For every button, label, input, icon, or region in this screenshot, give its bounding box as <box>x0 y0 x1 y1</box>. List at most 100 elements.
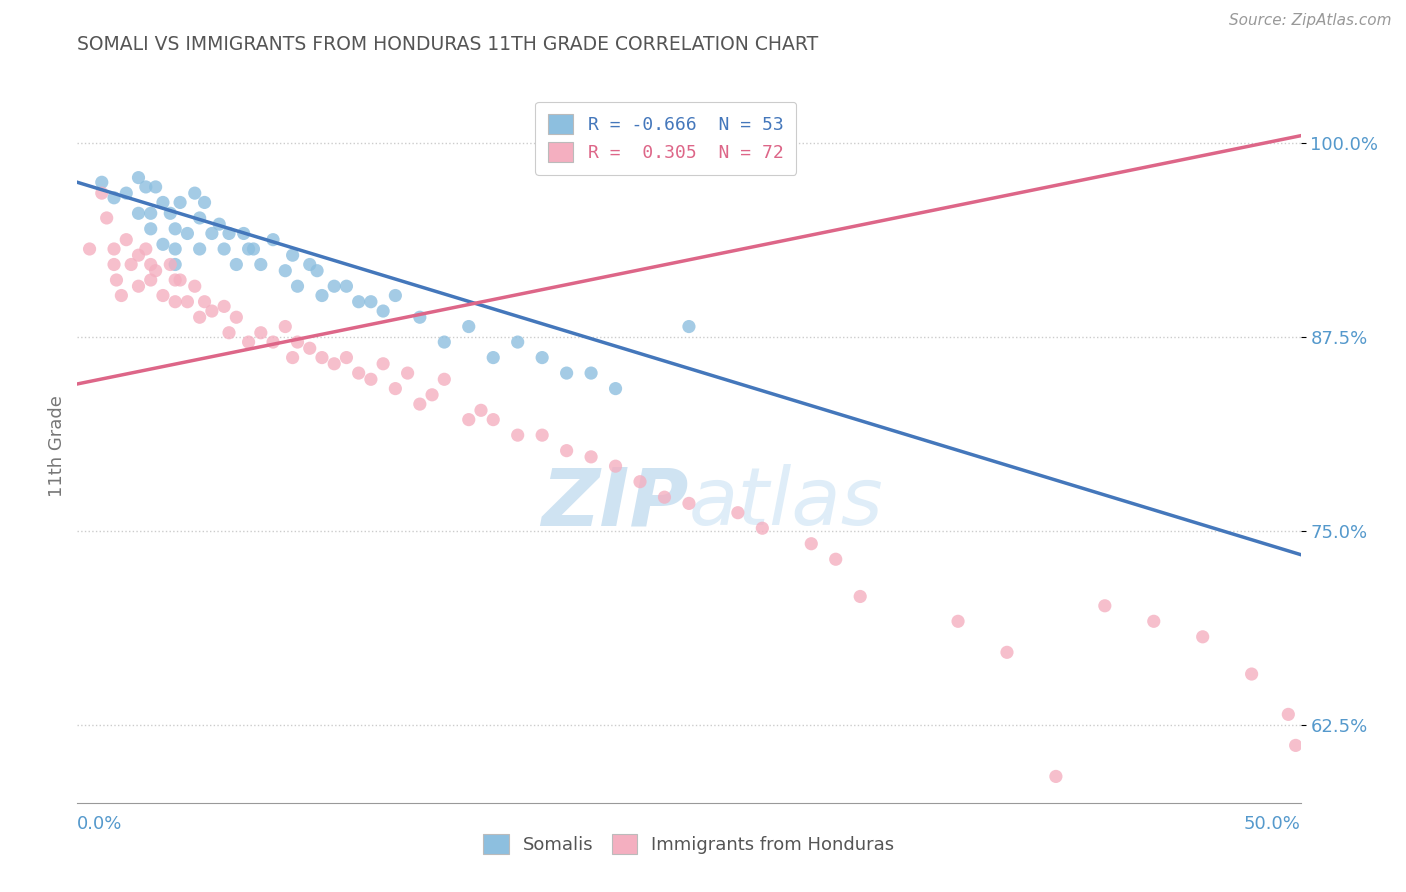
Point <box>605 459 627 474</box>
Point <box>307 263 329 277</box>
Point <box>506 334 529 349</box>
Point <box>176 227 198 241</box>
Point <box>193 195 215 210</box>
Point <box>188 211 211 225</box>
Point <box>159 258 181 272</box>
Point <box>1143 615 1166 629</box>
Point <box>212 242 235 256</box>
Point <box>678 496 700 510</box>
Point <box>628 475 651 489</box>
Point <box>169 195 191 210</box>
Point <box>176 294 198 309</box>
Point <box>1285 739 1308 753</box>
Point <box>751 521 773 535</box>
Point <box>409 310 432 325</box>
Point <box>218 326 240 340</box>
Text: SOMALI VS IMMIGRANTS FROM HONDURAS 11TH GRADE CORRELATION CHART: SOMALI VS IMMIGRANTS FROM HONDURAS 11TH … <box>77 35 818 54</box>
Point <box>139 258 162 272</box>
Point <box>727 506 749 520</box>
Point <box>135 242 157 256</box>
Point <box>152 237 174 252</box>
Point <box>287 279 309 293</box>
Point <box>800 537 823 551</box>
Point <box>238 242 260 256</box>
Point <box>262 334 284 349</box>
Point <box>298 341 321 355</box>
Point <box>242 242 264 256</box>
Point <box>127 279 149 293</box>
Point <box>274 319 297 334</box>
Point <box>1094 599 1116 613</box>
Point <box>188 242 211 256</box>
Point <box>201 227 224 241</box>
Point <box>115 233 138 247</box>
Point <box>127 170 149 185</box>
Point <box>457 412 479 426</box>
Point <box>105 273 128 287</box>
Point <box>184 279 207 293</box>
Point <box>165 258 187 272</box>
Point <box>347 294 370 309</box>
Point <box>145 180 167 194</box>
Point <box>165 222 187 236</box>
Text: 50.0%: 50.0% <box>1244 815 1301 833</box>
Point <box>311 351 333 365</box>
Point <box>824 552 846 566</box>
Point <box>208 217 231 231</box>
Point <box>579 366 602 380</box>
Text: 0.0%: 0.0% <box>77 815 122 833</box>
Point <box>232 227 254 241</box>
Point <box>103 258 125 272</box>
Point <box>605 382 627 396</box>
Point <box>212 299 235 313</box>
Legend: Somalis, Immigrants from Honduras: Somalis, Immigrants from Honduras <box>472 823 905 865</box>
Point <box>946 615 969 629</box>
Point <box>433 372 456 386</box>
Point <box>531 428 554 442</box>
Text: Source: ZipAtlas.com: Source: ZipAtlas.com <box>1229 13 1392 29</box>
Point <box>1277 707 1299 722</box>
Point <box>184 186 207 201</box>
Point <box>120 258 142 272</box>
Point <box>384 382 406 396</box>
Point <box>384 288 406 302</box>
Point <box>323 279 346 293</box>
Point <box>1289 816 1312 830</box>
Point <box>165 242 187 256</box>
Point <box>169 273 191 287</box>
Point <box>849 590 872 604</box>
Point <box>201 304 224 318</box>
Point <box>335 351 357 365</box>
Point <box>250 258 273 272</box>
Point <box>433 334 456 349</box>
Point <box>579 450 602 464</box>
Point <box>335 279 357 293</box>
Text: ZIP: ZIP <box>541 464 689 542</box>
Point <box>311 288 333 302</box>
Point <box>127 206 149 220</box>
Point <box>115 186 138 201</box>
Point <box>1191 630 1213 644</box>
Point <box>1240 667 1263 681</box>
Point <box>298 258 321 272</box>
Point <box>371 304 394 318</box>
Point <box>470 403 492 417</box>
Point <box>555 443 578 458</box>
Point <box>287 334 309 349</box>
Y-axis label: 11th Grade: 11th Grade <box>48 395 66 497</box>
Point <box>347 366 370 380</box>
Point <box>371 357 394 371</box>
Point <box>420 388 443 402</box>
Point <box>1045 769 1067 783</box>
Point <box>654 490 676 504</box>
Point <box>79 242 101 256</box>
Point <box>193 294 215 309</box>
Point <box>225 258 247 272</box>
Point <box>152 195 174 210</box>
Point <box>159 206 181 220</box>
Point <box>145 263 167 277</box>
Point <box>139 273 162 287</box>
Point <box>152 288 174 302</box>
Point <box>96 211 118 225</box>
Point <box>323 357 346 371</box>
